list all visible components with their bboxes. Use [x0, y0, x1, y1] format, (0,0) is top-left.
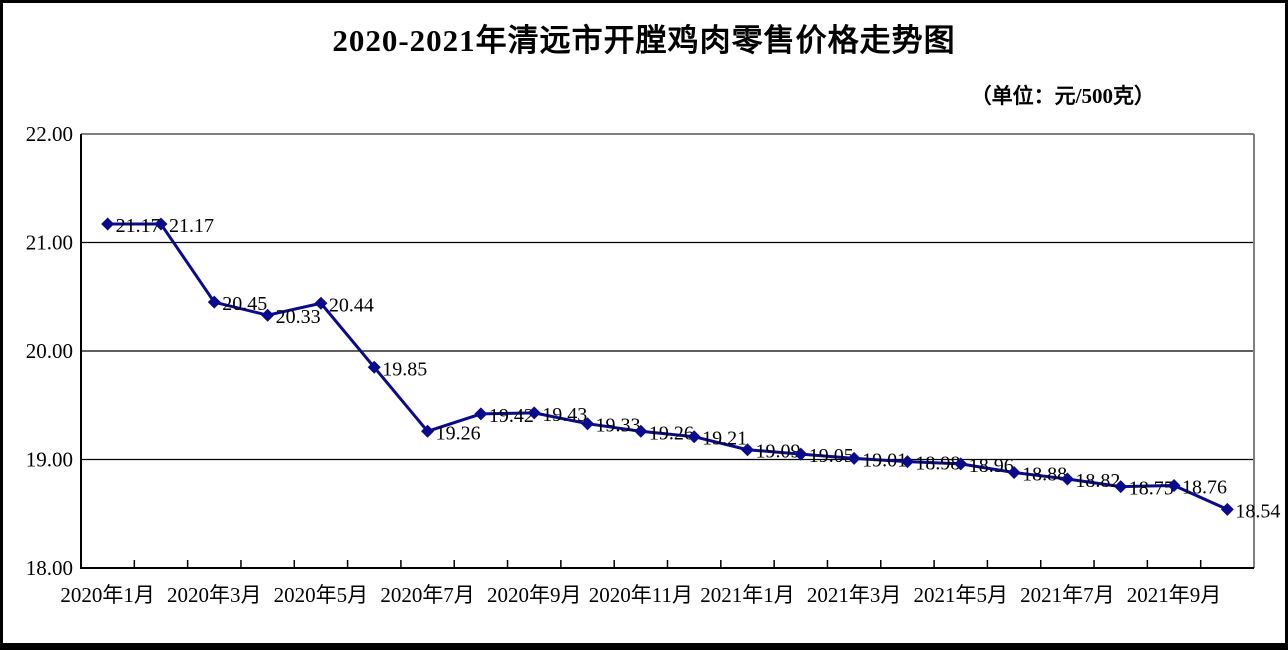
data-point-marker — [367, 360, 381, 374]
data-point-label: 18.75 — [1129, 478, 1174, 500]
data-point-label: 18.54 — [1235, 500, 1280, 522]
data-point-label: 19.05 — [809, 445, 854, 467]
x-axis-tick-label: 2021年3月 — [807, 583, 902, 607]
data-point-marker — [474, 407, 488, 421]
data-point-marker — [101, 217, 115, 231]
data-point-label: 19.42 — [489, 405, 534, 427]
data-point-marker — [687, 430, 701, 444]
data-point-marker — [581, 417, 595, 431]
y-axis-tick-label: 20.00 — [26, 339, 73, 363]
data-point-marker — [261, 308, 275, 322]
y-axis-tick-label: 19.00 — [26, 448, 73, 472]
x-axis-tick-label: 2020年9月 — [487, 583, 582, 607]
data-point-label: 21.17 — [116, 215, 161, 237]
data-point-label: 18.98 — [915, 453, 960, 475]
x-axis-tick-label: 2020年1月 — [60, 583, 155, 607]
data-point-marker — [314, 296, 328, 310]
data-point-label: 19.85 — [382, 358, 427, 380]
x-axis-tick-label: 2021年1月 — [700, 583, 795, 607]
data-point-marker — [1060, 472, 1074, 486]
data-point-label: 19.01 — [862, 449, 907, 471]
data-point-marker — [740, 443, 754, 457]
data-point-label: 20.33 — [276, 306, 321, 328]
x-axis-tick-label: 2021年5月 — [914, 583, 1009, 607]
data-point-label: 21.17 — [169, 215, 214, 237]
data-point-marker — [1114, 480, 1128, 494]
data-point-label: 19.26 — [649, 422, 694, 444]
data-point-marker — [900, 455, 914, 469]
data-point-label: 19.43 — [542, 404, 587, 426]
x-axis-tick-label: 2020年7月 — [380, 583, 475, 607]
data-point-label: 19.33 — [596, 415, 641, 437]
y-axis-tick-label: 22.00 — [26, 122, 73, 146]
unit-label: （单位：元/500克） — [970, 84, 1155, 108]
data-point-marker — [1007, 466, 1021, 480]
data-point-marker — [634, 424, 648, 438]
x-axis-tick-label: 2020年5月 — [274, 583, 369, 607]
price-trend-line-chart: 22.00 21.00 20.00 19.00 18.00 2020年1月 2020年3月 2… — [26, 122, 1281, 607]
x-axis-tick-label: 2020年3月 — [167, 583, 262, 607]
data-point-marker — [847, 451, 861, 465]
data-point-label: 19.21 — [702, 428, 747, 450]
data-point-label: 19.09 — [755, 441, 800, 463]
data-point-marker — [207, 295, 221, 309]
y-axis-tick-label: 21.00 — [26, 231, 73, 255]
data-point-marker — [1167, 479, 1181, 493]
data-point-label: 18.96 — [969, 455, 1014, 477]
data-point-label: 19.26 — [436, 422, 481, 444]
data-point-label: 18.88 — [1022, 464, 1067, 486]
x-axis-tick-label: 2020年11月 — [589, 583, 693, 607]
x-axis-tick-label: 2021年7月 — [1020, 583, 1115, 607]
data-point-label: 20.45 — [222, 293, 267, 315]
data-point-marker — [954, 457, 968, 471]
x-axis-tick-label: 2021年9月 — [1127, 583, 1222, 607]
data-point-marker — [1220, 502, 1234, 516]
data-point-marker — [154, 217, 168, 231]
chart-title: 2020-2021年清远市开膛鸡肉零售价格走势图 — [332, 23, 956, 58]
series-line — [107, 222, 1228, 511]
data-point-label: 18.76 — [1182, 477, 1227, 499]
data-point-label: 18.82 — [1075, 470, 1120, 492]
data-point-marker — [421, 424, 435, 438]
data-point-marker — [527, 406, 541, 420]
data-point-label: 20.44 — [329, 294, 374, 316]
data-point-marker — [794, 447, 808, 461]
y-axis-tick-label: 18.00 — [26, 556, 73, 580]
